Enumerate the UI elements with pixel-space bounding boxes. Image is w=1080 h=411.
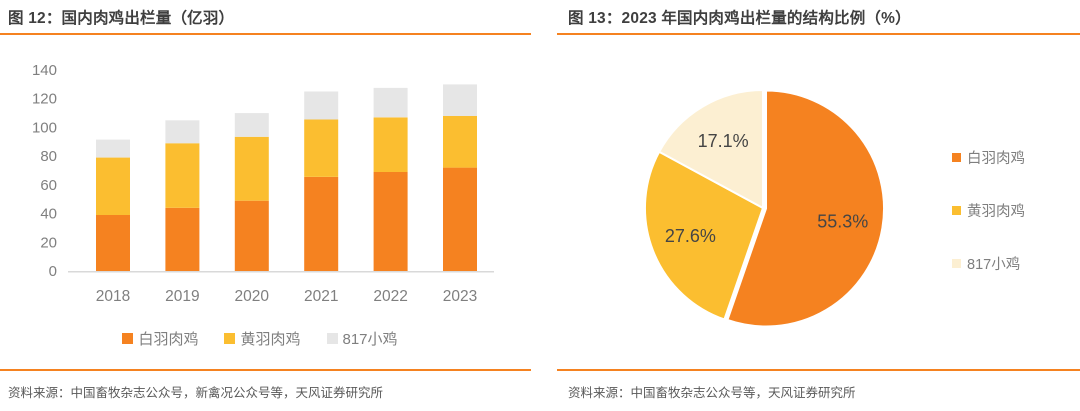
x-axis-label: 2023: [443, 288, 477, 305]
bar-segment: [165, 143, 200, 208]
legend-item: 白羽肉鸡: [122, 328, 198, 349]
legend-swatch-icon: [952, 152, 961, 162]
bar-segment: [234, 113, 269, 137]
y-axis-tick-label: 0: [49, 263, 57, 280]
pie-slice: [658, 89, 764, 209]
bar-segment: [165, 120, 200, 144]
figure-13-source-rule: [557, 369, 1080, 371]
figure-12-source: 资料来源：中国畜牧杂志公众号，新禽况公众号等，天风证券研究所: [8, 386, 384, 400]
pie-slice-label: 17.1%: [698, 131, 749, 151]
bar-segment: [96, 139, 130, 158]
x-axis-label: 2019: [165, 288, 199, 305]
bar-chart-legend: 白羽肉鸡 黄羽肉鸡 817小鸡: [0, 328, 520, 349]
legend-item: 黄羽肉鸡: [224, 328, 301, 349]
bar-segment: [373, 171, 408, 271]
bar-segment: [373, 87, 408, 118]
pie-slice: [644, 150, 764, 321]
figure-13-title-rule: [557, 33, 1080, 35]
figure-12-title-rule: [0, 33, 531, 35]
pie-slice: [726, 89, 886, 328]
legend-label: 白羽肉鸡: [967, 150, 1025, 167]
bar-segment: [234, 136, 269, 201]
pie-chart: 55.3% 27.6% 17.1%: [644, 89, 886, 328]
pie-slice-label: 55.3%: [817, 211, 868, 231]
legend-label: 817小鸡: [967, 256, 1021, 273]
legend-swatch-icon: [952, 258, 961, 268]
y-axis-tick-label: 40: [40, 206, 57, 223]
legend-label: 白羽肉鸡: [138, 331, 199, 348]
pie-slice-label: 27.6%: [665, 226, 716, 246]
x-axis-label: 2021: [304, 288, 338, 305]
figure-13-title: 图 13：2023 年国内肉鸡出栏量的结构比例（%）: [568, 10, 911, 27]
x-axis-label: 2018: [96, 288, 130, 305]
bar-segment: [96, 215, 130, 271]
y-axis-tick-label: 80: [40, 148, 57, 165]
bar-segment: [443, 84, 477, 116]
figure-12-title: 图 12：国内肉鸡出栏量（亿羽）: [8, 10, 235, 27]
stacked-bar-chart: 0 20 40 60 80 100 120 140 2018 2019 2020 2021 2022 20…: [32, 62, 494, 305]
bar-segment: [234, 200, 269, 271]
bar-segment: [373, 117, 408, 172]
figure-12-source-rule: [0, 369, 531, 371]
y-axis-tick-label: 140: [32, 62, 57, 79]
y-axis-tick-label: 120: [32, 91, 57, 108]
bar-segment: [443, 115, 477, 168]
bar-segment: [96, 157, 130, 215]
legend-item: 黄羽肉鸡: [952, 200, 1025, 220]
bar-segment: [165, 207, 200, 271]
legend-label: 817小鸡: [342, 331, 398, 348]
bar-segment: [443, 167, 477, 271]
legend-item: 白羽肉鸡: [952, 147, 1025, 167]
x-axis-label: 2022: [373, 288, 407, 305]
bar-segment: [304, 119, 339, 177]
legend-swatch-icon: [326, 333, 338, 344]
legend-label: 黄羽肉鸡: [240, 331, 301, 348]
bar-segment: [304, 91, 339, 120]
legend-item: 817小鸡: [952, 253, 1025, 273]
x-axis-label: 2020: [235, 288, 270, 305]
legend-label: 黄羽肉鸡: [967, 203, 1025, 220]
legend-item: 817小鸡: [326, 328, 398, 349]
legend-swatch-icon: [122, 333, 134, 344]
y-axis-tick-label: 20: [40, 234, 57, 251]
legend-swatch-icon: [952, 205, 961, 215]
legend-swatch-icon: [224, 333, 236, 344]
figure-13-source: 资料来源：中国畜牧杂志公众号等，天风证券研究所: [568, 386, 856, 400]
pie-chart-legend: 白羽肉鸡黄羽肉鸡 817小鸡: [952, 147, 1025, 273]
y-axis-tick-label: 60: [40, 177, 57, 194]
bar-segment: [304, 177, 339, 271]
y-axis-tick-label: 100: [32, 119, 57, 136]
